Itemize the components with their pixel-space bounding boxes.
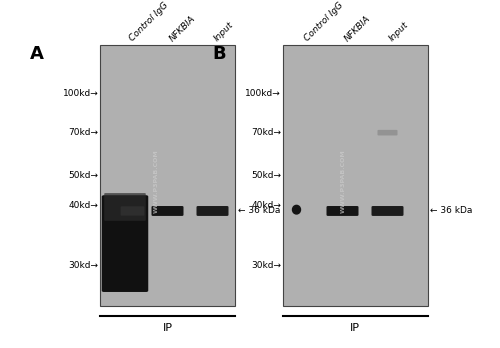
FancyBboxPatch shape [378, 130, 398, 135]
Text: NFKBIA: NFKBIA [342, 14, 372, 44]
Text: 40kd→: 40kd→ [251, 201, 281, 210]
Text: 50kd→: 50kd→ [68, 171, 98, 180]
Text: Input: Input [388, 21, 410, 44]
FancyBboxPatch shape [326, 206, 358, 216]
FancyBboxPatch shape [120, 206, 144, 215]
Text: NFKBIA: NFKBIA [168, 14, 197, 44]
FancyBboxPatch shape [196, 206, 228, 216]
FancyBboxPatch shape [372, 206, 404, 216]
Text: Control IgG: Control IgG [128, 1, 170, 43]
Text: 50kd→: 50kd→ [251, 171, 281, 180]
Text: B: B [212, 45, 226, 63]
Text: IP: IP [350, 323, 360, 333]
Text: WWW.P3PAB.COM: WWW.P3PAB.COM [154, 149, 159, 213]
Text: ← 36 kDa: ← 36 kDa [430, 206, 472, 215]
Ellipse shape [292, 205, 300, 214]
Text: 70kd→: 70kd→ [68, 128, 98, 137]
Text: 30kd→: 30kd→ [251, 261, 281, 270]
FancyBboxPatch shape [102, 195, 148, 292]
Text: Input: Input [212, 21, 236, 44]
Bar [100, 45, 235, 306]
FancyBboxPatch shape [152, 206, 184, 216]
Text: 40kd→: 40kd→ [68, 201, 98, 210]
Text: 70kd→: 70kd→ [251, 128, 281, 137]
Text: 100kd→: 100kd→ [63, 89, 98, 98]
Bar [282, 45, 428, 306]
Text: ← 36 kDa: ← 36 kDa [238, 206, 280, 215]
Text: Control IgG: Control IgG [302, 1, 345, 43]
Text: A: A [30, 45, 44, 63]
Text: IP: IP [162, 323, 172, 333]
Text: WWW.P3PAB.COM: WWW.P3PAB.COM [341, 149, 346, 213]
Text: 30kd→: 30kd→ [68, 261, 98, 270]
FancyBboxPatch shape [104, 193, 146, 221]
Text: 100kd→: 100kd→ [245, 89, 281, 98]
